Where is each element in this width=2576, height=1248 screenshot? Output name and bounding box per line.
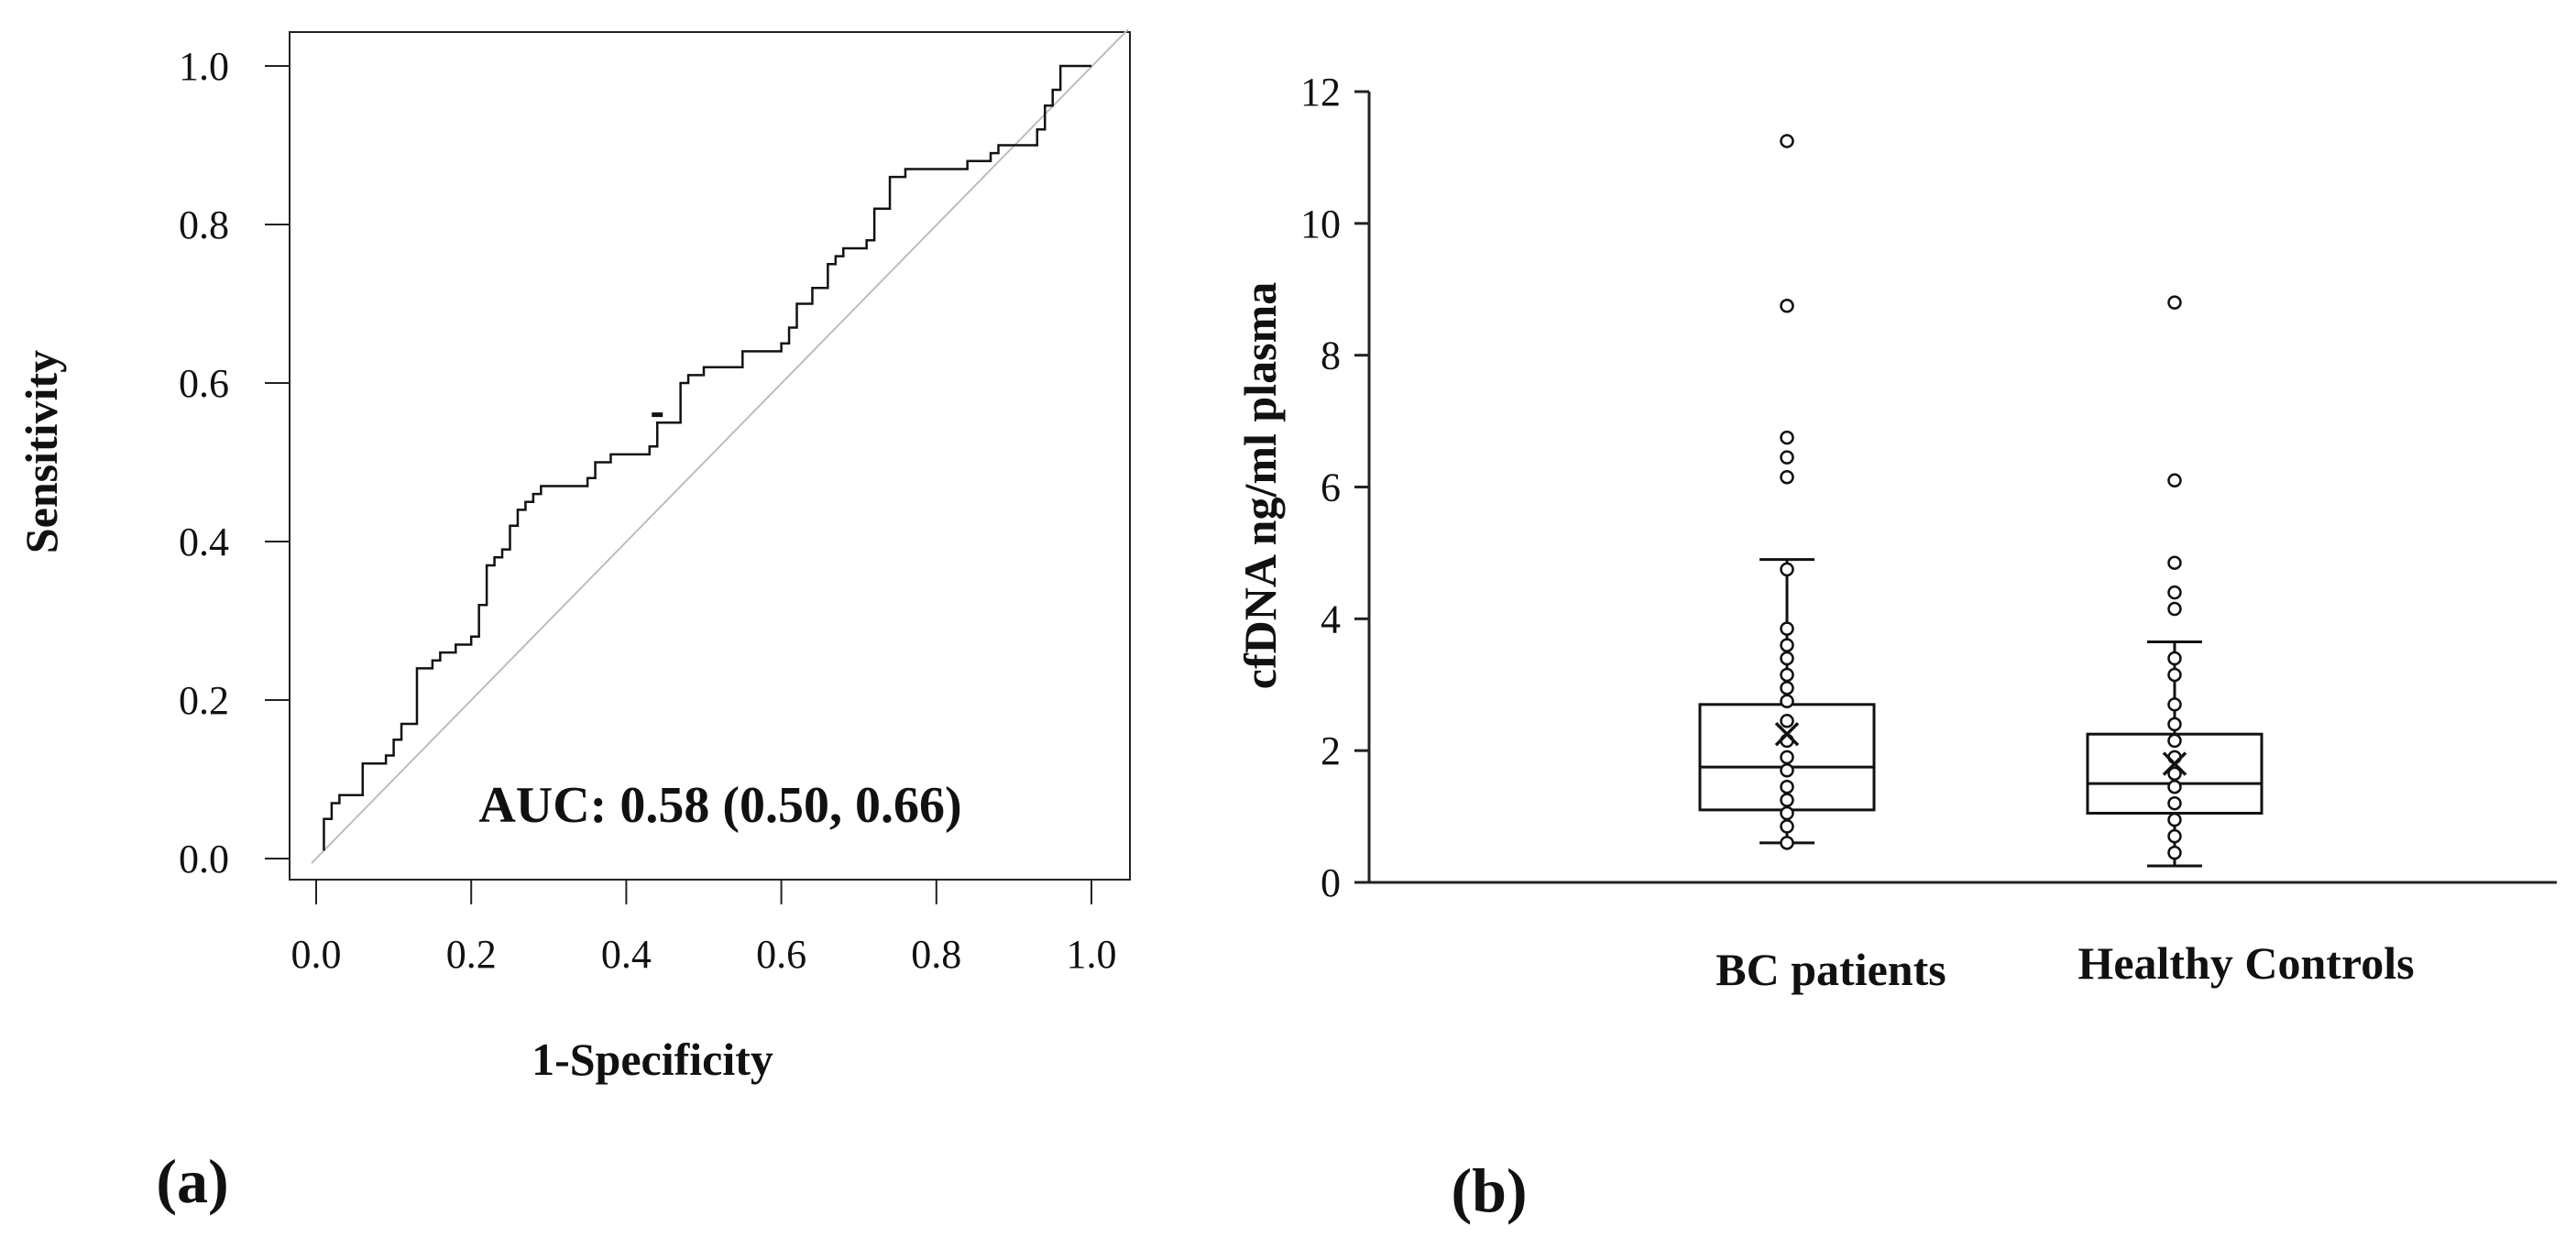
data-point bbox=[1780, 714, 1794, 728]
roc-x-axis: 0.0 0.2 0.4 0.6 0.8 1.0 bbox=[291, 880, 1117, 977]
category-label-bc-patients: BC patients bbox=[1716, 944, 1946, 995]
data-point bbox=[1780, 651, 1794, 666]
data-point bbox=[1780, 750, 1794, 765]
data-point bbox=[1780, 779, 1794, 794]
data-point bbox=[2167, 717, 2182, 732]
roc-x-tick-label: 0.4 bbox=[601, 932, 652, 977]
data-point bbox=[2167, 795, 2182, 811]
roc-y-tick-label: 1.0 bbox=[179, 44, 229, 89]
roc-x-tick-label: 0.6 bbox=[756, 932, 806, 977]
box-y-tick-label: 6 bbox=[1321, 465, 1341, 510]
data-point bbox=[1780, 667, 1794, 683]
mean-marker bbox=[2162, 751, 2187, 776]
roc-y-axis: 0.0 0.2 0.4 0.6 0.8 1.0 bbox=[179, 44, 290, 881]
data-point bbox=[1780, 681, 1794, 695]
roc-x-tick-label: 1.0 bbox=[1067, 932, 1117, 977]
box-y-tick-label: 0 bbox=[1321, 860, 1341, 905]
data-point bbox=[1780, 793, 1794, 807]
roc-x-tick-label: 0.8 bbox=[911, 932, 961, 977]
category-label-healthy-controls: Healthy Controls bbox=[2077, 937, 2414, 989]
box-y-tick-label: 4 bbox=[1321, 597, 1341, 641]
panel-label-b: (b) bbox=[1451, 1155, 1527, 1225]
panel-label-a: (a) bbox=[156, 1146, 228, 1216]
data-point bbox=[1780, 621, 1794, 636]
box-y-axis-title: cfDNA ng/ml plasma bbox=[1234, 282, 1286, 689]
roc-reference-line bbox=[311, 28, 1129, 864]
data-point bbox=[2167, 651, 2182, 666]
roc-plot-frame bbox=[289, 31, 1131, 881]
roc-curve bbox=[323, 64, 1091, 851]
data-point bbox=[2167, 697, 2182, 712]
data-point bbox=[1780, 134, 1794, 148]
data-point bbox=[2167, 295, 2182, 310]
roc-y-tick-label: 0.8 bbox=[179, 203, 229, 247]
auc-annotation: AUC: 0.58 (0.50, 0.66) bbox=[478, 777, 961, 834]
roc-chart: 0.0 0.2 0.4 0.6 0.8 1.0 0.0 0.2 0.4 0.6 0.8 1.0 AU… bbox=[16, 28, 1131, 1216]
roc-y-axis-title: Sensitivity bbox=[16, 350, 67, 553]
roc-y-tick-label: 0.4 bbox=[179, 520, 229, 564]
box-y-axis: 0 2 4 6 8 10 12 bbox=[1300, 70, 1369, 905]
data-point bbox=[2167, 766, 2182, 782]
data-point bbox=[1780, 805, 1794, 821]
data-point bbox=[1780, 430, 1794, 445]
data-point bbox=[1780, 694, 1794, 708]
data-point bbox=[2167, 667, 2182, 683]
box-series bbox=[1698, 134, 2264, 868]
data-point bbox=[2167, 473, 2182, 488]
box-y-tick-label: 10 bbox=[1300, 202, 1341, 246]
box-y-tick-label: 12 bbox=[1300, 70, 1341, 115]
data-point bbox=[2167, 845, 2182, 860]
box-y-tick-label: 8 bbox=[1321, 334, 1341, 378]
roc-x-axis-title: 1-Specificity bbox=[532, 1034, 773, 1085]
mean-marker bbox=[1774, 721, 1800, 747]
data-point bbox=[1780, 450, 1794, 465]
data-point bbox=[2167, 828, 2182, 844]
data-point bbox=[2167, 601, 2182, 617]
box-group bbox=[2086, 295, 2264, 868]
box-y-tick-label: 2 bbox=[1321, 728, 1341, 773]
roc-y-tick-label: 0.2 bbox=[179, 678, 229, 723]
data-point bbox=[1780, 298, 1794, 313]
data-point bbox=[1780, 836, 1794, 850]
data-point bbox=[1780, 562, 1794, 577]
box-group bbox=[1698, 134, 1876, 850]
data-point bbox=[2167, 812, 2182, 827]
data-point bbox=[2167, 779, 2182, 794]
data-point bbox=[1780, 638, 1794, 652]
boxplot-chart: 0 2 4 6 8 10 12 BC patients Healthy Controls c… bbox=[1234, 70, 2557, 1225]
data-point bbox=[1780, 762, 1794, 778]
data-point bbox=[2167, 555, 2182, 570]
roc-x-tick-label: 0.2 bbox=[446, 932, 497, 977]
data-point bbox=[1780, 819, 1794, 834]
roc-y-tick-label: 0.6 bbox=[179, 361, 229, 406]
roc-x-tick-label: 0.0 bbox=[291, 932, 342, 977]
roc-y-tick-label: 0.0 bbox=[179, 837, 229, 881]
data-point bbox=[2167, 585, 2182, 600]
data-point bbox=[2167, 733, 2182, 749]
data-point bbox=[1780, 469, 1794, 485]
